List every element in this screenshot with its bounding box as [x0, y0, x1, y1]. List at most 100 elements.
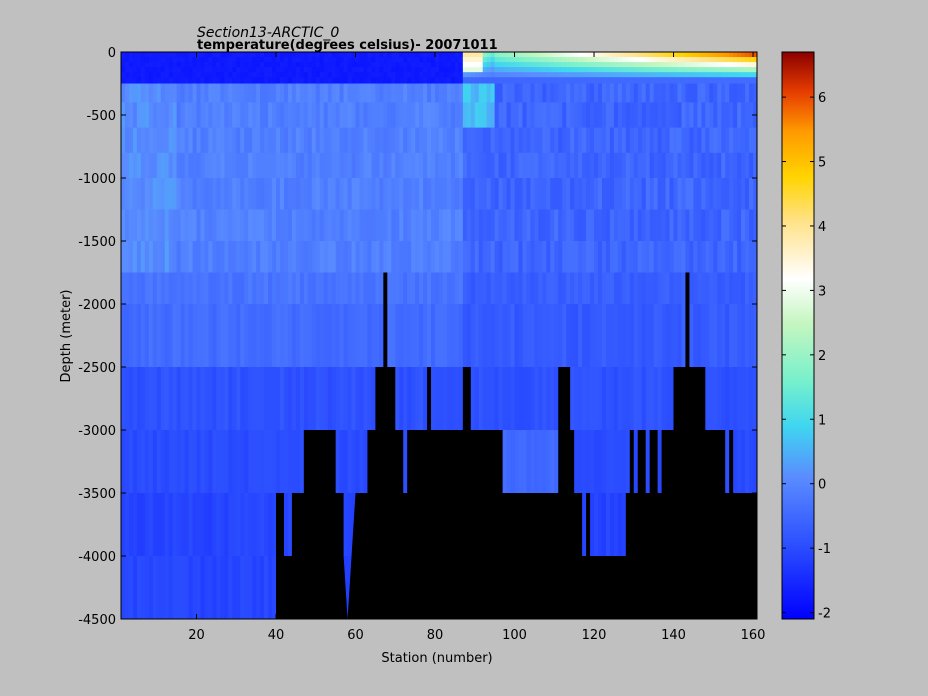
heatmap-cell	[403, 102, 408, 129]
heatmap-cell	[327, 52, 333, 58]
heatmap-cell	[411, 209, 416, 242]
heatmap-cell	[617, 367, 623, 431]
heatmap-cell	[339, 127, 345, 154]
heatmap-cell	[204, 272, 210, 305]
heatmap-cell	[220, 72, 225, 78]
heatmap-cell	[327, 152, 333, 179]
heatmap-cell	[323, 127, 329, 154]
heatmap-cell	[283, 493, 289, 557]
heatmap-cell	[522, 67, 528, 73]
heatmap-cell	[737, 127, 742, 154]
heatmap-cell	[192, 367, 198, 431]
heatmap-cell	[474, 83, 480, 103]
heatmap-cell	[180, 178, 186, 211]
heatmap-cell	[315, 367, 321, 431]
heatmap-cell	[268, 77, 273, 85]
heatmap-cell	[244, 62, 249, 68]
heatmap-cell	[272, 304, 277, 368]
heatmap-cell	[558, 52, 563, 58]
heatmap-cell	[427, 102, 432, 129]
heatmap-cell	[494, 152, 500, 179]
heatmap-cell	[379, 83, 384, 103]
heatmap-cell	[570, 57, 575, 63]
heatmap-cell	[323, 178, 329, 211]
heatmap-cell	[435, 62, 440, 68]
heatmap-cell	[701, 77, 706, 85]
heatmap-cell	[677, 127, 683, 154]
heatmap-cell	[494, 83, 500, 103]
heatmap-cell	[383, 83, 388, 103]
heatmap-cell	[291, 102, 297, 129]
heatmap-cell	[741, 127, 746, 154]
heatmap-cell	[435, 67, 440, 73]
heatmap-cell	[645, 52, 651, 58]
heatmap-cell	[272, 241, 277, 274]
heatmap-cell	[299, 430, 305, 494]
heatmap-cell	[315, 77, 321, 85]
heatmap-cell	[148, 493, 154, 557]
y-tick-label: 0	[108, 46, 116, 61]
heatmap-cell	[311, 304, 317, 368]
heatmap-cell	[331, 304, 337, 368]
heatmap-cell	[578, 67, 583, 73]
heatmap-cell	[204, 102, 210, 129]
heatmap-cell	[749, 83, 754, 103]
heatmap-cell	[546, 209, 551, 242]
heatmap-cell	[582, 102, 587, 129]
heatmap-cell	[144, 430, 150, 494]
heatmap-cell	[427, 178, 432, 211]
heatmap-cell	[478, 209, 484, 242]
heatmap-cell	[665, 178, 671, 211]
heatmap-cell	[327, 241, 333, 274]
heatmap-cell	[442, 57, 448, 63]
heatmap-cell	[228, 493, 233, 557]
heatmap-cell	[693, 57, 698, 63]
heatmap-cell	[287, 241, 293, 274]
heatmap-cell	[415, 367, 420, 431]
heatmap-cell	[427, 272, 432, 305]
heatmap-cell	[208, 493, 214, 557]
heatmap-cell	[216, 272, 221, 305]
heatmap-cell	[395, 304, 400, 368]
heatmap-cell	[470, 72, 476, 78]
heatmap-cell	[335, 83, 341, 103]
heatmap-cell	[172, 556, 178, 619]
heatmap-cell	[538, 367, 543, 431]
heatmap-cell	[605, 430, 611, 494]
heatmap-cell	[729, 102, 734, 129]
heatmap-cell	[458, 52, 464, 58]
heatmap-cell	[220, 493, 225, 557]
heatmap-cell	[490, 127, 496, 154]
heatmap-cell	[605, 209, 611, 242]
heatmap-cell	[355, 272, 361, 305]
heatmap-cell	[613, 102, 619, 129]
heatmap-cell	[570, 152, 575, 179]
heatmap-cell	[280, 272, 285, 305]
heatmap-cell	[681, 57, 687, 63]
heatmap-cell	[538, 304, 543, 368]
heatmap-cell	[474, 72, 480, 78]
heatmap-cell	[669, 127, 675, 154]
heatmap-cell	[327, 127, 333, 154]
heatmap-cell	[657, 77, 663, 85]
heatmap-cell	[291, 241, 297, 274]
heatmap-cell	[590, 102, 595, 129]
heatmap-cell	[128, 52, 134, 58]
heatmap-cell	[272, 62, 277, 68]
heatmap-cell	[570, 67, 575, 73]
heatmap-cell	[562, 272, 567, 305]
heatmap-cell	[721, 62, 726, 68]
heatmap-cell	[641, 304, 647, 368]
heatmap-cell	[224, 102, 229, 129]
heatmap-cell	[160, 62, 166, 68]
heatmap-cell	[343, 57, 349, 63]
heatmap-cell	[518, 272, 524, 305]
heatmap-cell	[550, 152, 555, 179]
heatmap-cell	[331, 367, 337, 431]
heatmap-cell	[355, 152, 361, 179]
heatmap-cell	[570, 272, 575, 305]
heatmap-cell	[625, 127, 631, 154]
heatmap-cell	[347, 83, 353, 103]
heatmap-cell	[419, 367, 424, 431]
x-tick-label: 20	[188, 628, 205, 643]
